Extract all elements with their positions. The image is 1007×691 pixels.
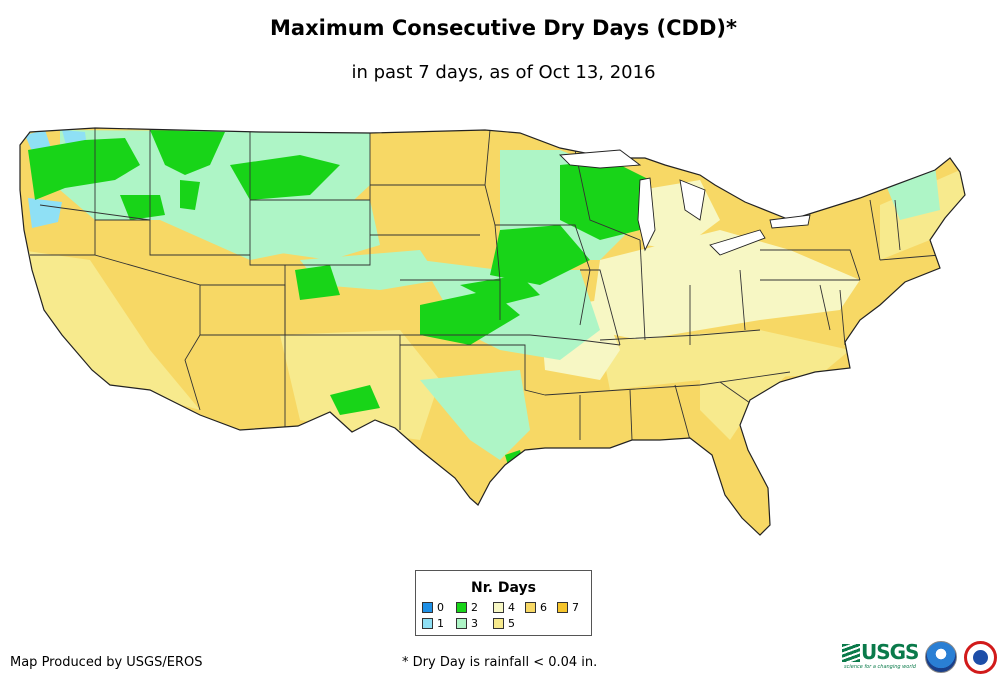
- legend-swatch-5: [493, 618, 504, 629]
- legend-swatch-2: [456, 602, 467, 613]
- legend-swatch-7: [557, 602, 568, 613]
- legend-swatch-4: [493, 602, 504, 613]
- legend-title: Nr. Days: [471, 580, 536, 596]
- usgs-wave-icon: [842, 644, 860, 662]
- legend-label-0: 0: [437, 601, 444, 614]
- legend-label-1: 1: [437, 617, 444, 630]
- lake-huron: [679, 179, 706, 221]
- legend-label-4: 4: [508, 601, 515, 614]
- legend-item-5: 5: [493, 618, 515, 632]
- legend-item-0: 0: [422, 602, 444, 616]
- legend-item-7: 7: [557, 602, 579, 616]
- usgs-logo-text: USGS: [861, 640, 919, 664]
- noaa-logo-icon: [925, 641, 957, 673]
- legend-label-3: 3: [471, 617, 478, 630]
- legend-item-4: 4: [493, 602, 515, 616]
- usgs-tagline: science for a changing world: [844, 664, 916, 670]
- legend-item-3: 3: [456, 618, 478, 632]
- legend-label-6: 6: [540, 601, 547, 614]
- dry-day-footnote: * Dry Day is rainfall < 0.04 in.: [402, 655, 598, 670]
- legend-label-5: 5: [508, 617, 515, 630]
- map-credit: Map Produced by USGS/EROS: [10, 655, 203, 670]
- legend-swatch-1: [422, 618, 433, 629]
- map-subtitle: in past 7 days, as of Oct 13, 2016: [351, 62, 656, 83]
- nws-logo-icon: [964, 641, 997, 674]
- legend-swatch-0: [422, 602, 433, 613]
- legend: Nr. Days 0 1 2 3 4 5 6 7: [415, 570, 592, 636]
- legend-swatch-3: [456, 618, 467, 629]
- usgs-logo: USGS science for a changing world: [842, 640, 919, 674]
- lake-superior: [558, 149, 642, 169]
- legend-label-7: 7: [572, 601, 579, 614]
- lake-ontario: [769, 214, 811, 229]
- legend-item-1: 1: [422, 618, 444, 632]
- legend-label-2: 2: [471, 601, 478, 614]
- legend-item-2: 2: [456, 602, 478, 616]
- legend-swatch-6: [525, 602, 536, 613]
- map-title: Maximum Consecutive Dry Days (CDD)*: [270, 16, 737, 40]
- lake-michigan: [637, 177, 656, 252]
- us-cdd-map: [19, 127, 966, 536]
- legend-item-6: 6: [525, 602, 547, 616]
- lake-erie: [709, 229, 766, 256]
